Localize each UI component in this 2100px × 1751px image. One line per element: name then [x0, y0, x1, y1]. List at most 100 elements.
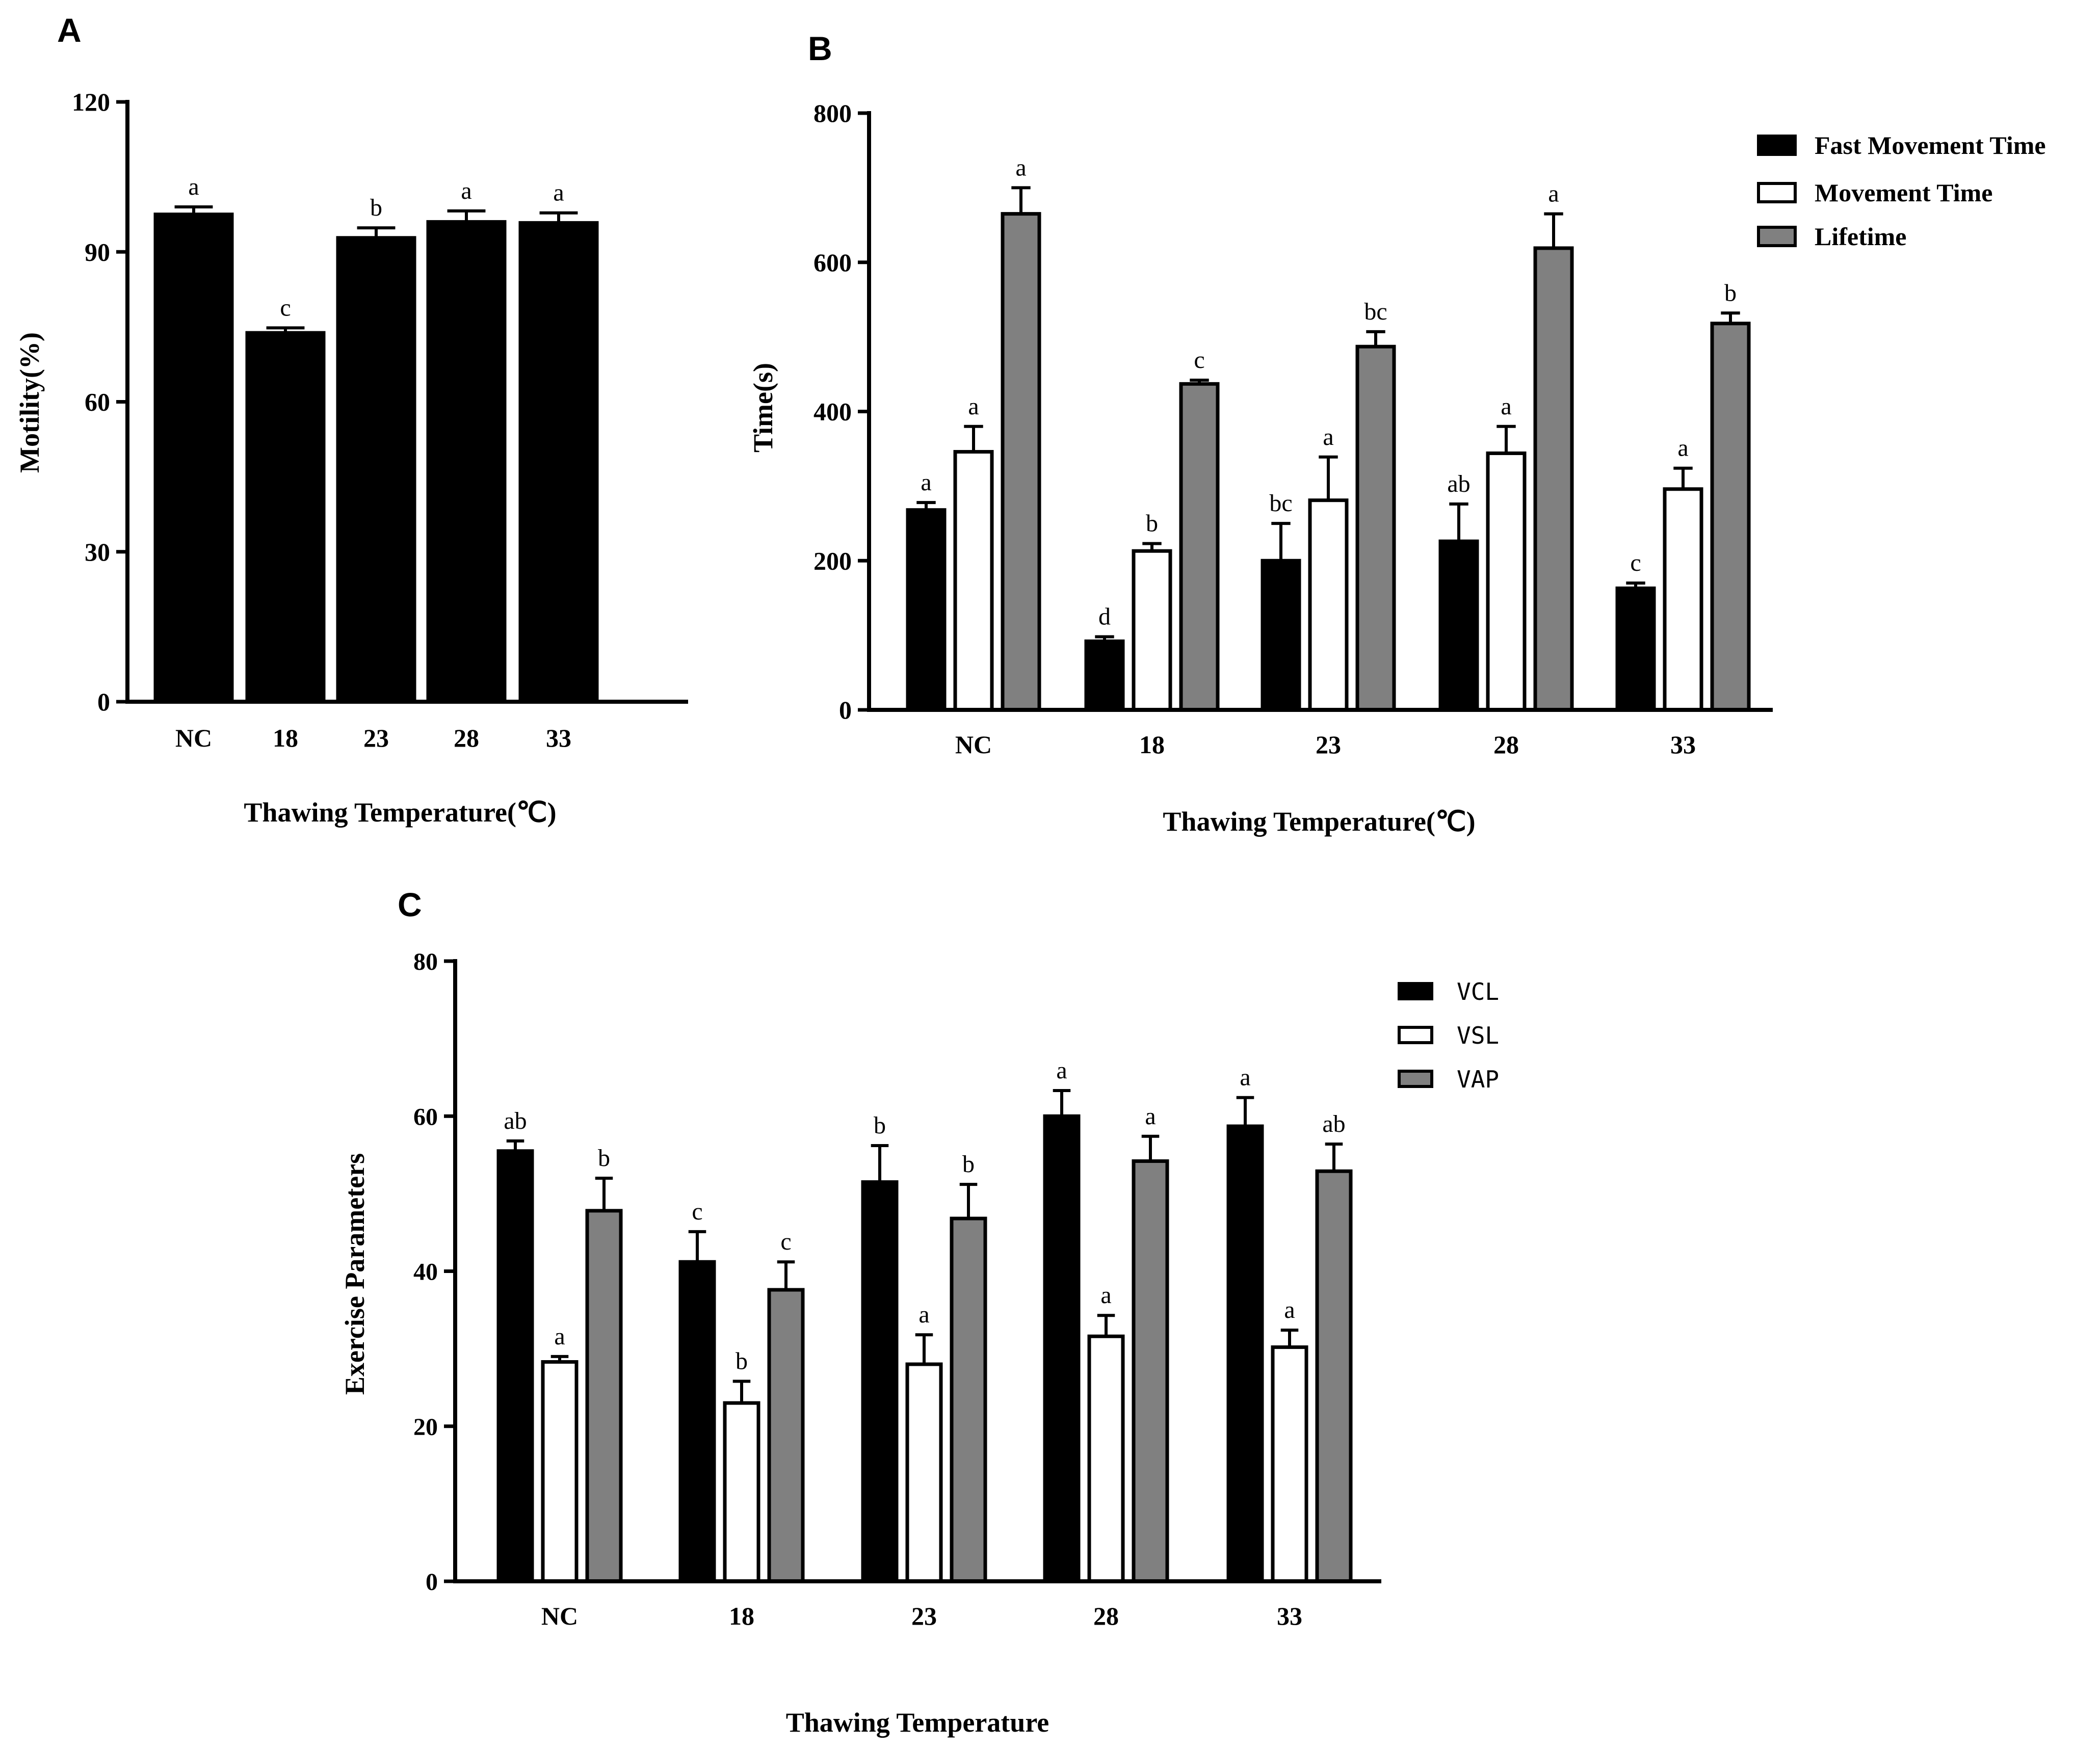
legend-label-movement-time: Movement Time [1815, 178, 1992, 207]
bar [245, 331, 326, 704]
significance-letter: a [188, 173, 199, 200]
significance-letter: a [921, 469, 931, 496]
x-category-label: NC [175, 724, 212, 752]
bar [585, 1209, 623, 1583]
x-category-label: 23 [1316, 730, 1341, 759]
legend-label-fast-movement-time: Fast Movement Time [1815, 131, 2046, 160]
significance-letter: a [1015, 154, 1026, 181]
bar [1438, 539, 1479, 712]
bar [723, 1401, 760, 1583]
bar [861, 1180, 899, 1583]
bar [1084, 639, 1125, 712]
panel-c-y-ticks: 0 20 40 60 80 [413, 948, 455, 1596]
significance-letter: a [461, 177, 471, 204]
panel-a-y-ticks: 0 30 60 90 120 [72, 88, 127, 716]
panel-label-b: B [808, 30, 832, 67]
significance-letter: b [874, 1112, 886, 1139]
x-category-label: 23 [911, 1602, 937, 1630]
significance-letter: ab [504, 1107, 527, 1134]
legend-label-lifetime: Lifetime [1815, 222, 1906, 251]
y-tick-label: 90 [85, 237, 110, 266]
bar [1043, 1114, 1081, 1583]
legend-swatch-movement-time [1757, 182, 1797, 203]
y-tick-label: 20 [413, 1414, 438, 1441]
significance-letter: b [736, 1348, 748, 1375]
x-category-label: NC [541, 1602, 578, 1630]
bar [953, 450, 994, 712]
significance-letter: bc [1269, 490, 1292, 517]
significance-letter: c [692, 1198, 702, 1225]
y-tick-label: 600 [813, 248, 852, 277]
panel-a-x-ticks: NC 18 23 28 33 [175, 724, 571, 752]
panel-label-a: A [57, 11, 82, 49]
bar [1355, 344, 1396, 712]
significance-letter: a [1145, 1103, 1156, 1130]
y-tick-label: 40 [413, 1259, 438, 1286]
significance-letter: c [780, 1228, 791, 1255]
bar [1226, 1124, 1264, 1583]
legend-label-vap: VAP [1457, 1066, 1499, 1093]
y-tick-label: 0 [97, 687, 110, 716]
panel-a-chart: a c b a a 0 30 60 90 120 NC 18 23 28 33 Thawing Temp… [14, 88, 688, 828]
panel-b-y-ticks: 0 200 400 600 800 [813, 99, 869, 724]
x-category-label: 33 [1670, 730, 1696, 759]
significance-letter: a [968, 393, 979, 420]
panel-label-c: C [398, 886, 422, 923]
y-tick-label: 0 [839, 696, 852, 724]
significance-letter: c [1630, 549, 1641, 576]
bar [950, 1216, 987, 1583]
panel-b-y-axis-title: Time(s) [748, 363, 778, 453]
bar [1663, 487, 1703, 712]
significance-letter: b [962, 1151, 975, 1178]
bar [1132, 1159, 1169, 1583]
panel-a-bars: a c b a a [153, 173, 599, 704]
bar [1179, 382, 1220, 712]
significance-letter: a [554, 1323, 565, 1350]
significance-letter: b [1724, 279, 1737, 306]
significance-letter: a [1677, 435, 1688, 462]
x-category-label: 18 [729, 1602, 754, 1630]
legend-swatch-vcl [1398, 982, 1433, 1000]
bar [426, 220, 507, 704]
bar [767, 1288, 805, 1583]
bar [906, 508, 947, 712]
significance-letter: a [918, 1301, 929, 1328]
bar [905, 1362, 943, 1583]
significance-letter: ab [1322, 1110, 1345, 1137]
significance-letter: c [1194, 347, 1204, 374]
y-tick-label: 30 [85, 538, 110, 566]
significance-letter: b [598, 1145, 610, 1172]
significance-letter: bc [1364, 298, 1387, 325]
bar [1533, 246, 1574, 712]
bar [1001, 212, 1041, 712]
legend-swatch-lifetime [1757, 226, 1797, 247]
bar [1087, 1334, 1125, 1583]
significance-letter: b [370, 194, 382, 221]
x-category-label: 23 [363, 724, 389, 752]
y-tick-label: 60 [413, 1103, 438, 1130]
bar [1308, 498, 1349, 712]
significance-letter: a [1501, 393, 1511, 420]
x-category-label: 33 [546, 724, 571, 752]
y-tick-label: 400 [813, 397, 852, 426]
bar [153, 213, 234, 704]
bar [1261, 559, 1301, 712]
x-category-label: 28 [1493, 730, 1519, 759]
significance-letter: a [1056, 1057, 1067, 1084]
significance-letter: a [1284, 1296, 1295, 1323]
bar [1710, 322, 1751, 712]
y-tick-label: 120 [72, 88, 110, 116]
significance-letter: a [1240, 1064, 1250, 1091]
x-category-label: NC [955, 730, 992, 759]
significance-letter: ab [1447, 470, 1470, 497]
significance-letter: a [1100, 1282, 1111, 1309]
y-tick-label: 60 [85, 388, 110, 416]
significance-letter: a [1323, 423, 1333, 450]
legend-label-vsl: VSL [1457, 1022, 1499, 1049]
legend-swatch-vap [1398, 1070, 1433, 1088]
panel-b-x-axis-title: Thawing Temperature(℃) [1163, 806, 1475, 837]
panel-b-legend: Fast Movement Time Movement Time Lifetim… [1757, 131, 2046, 251]
